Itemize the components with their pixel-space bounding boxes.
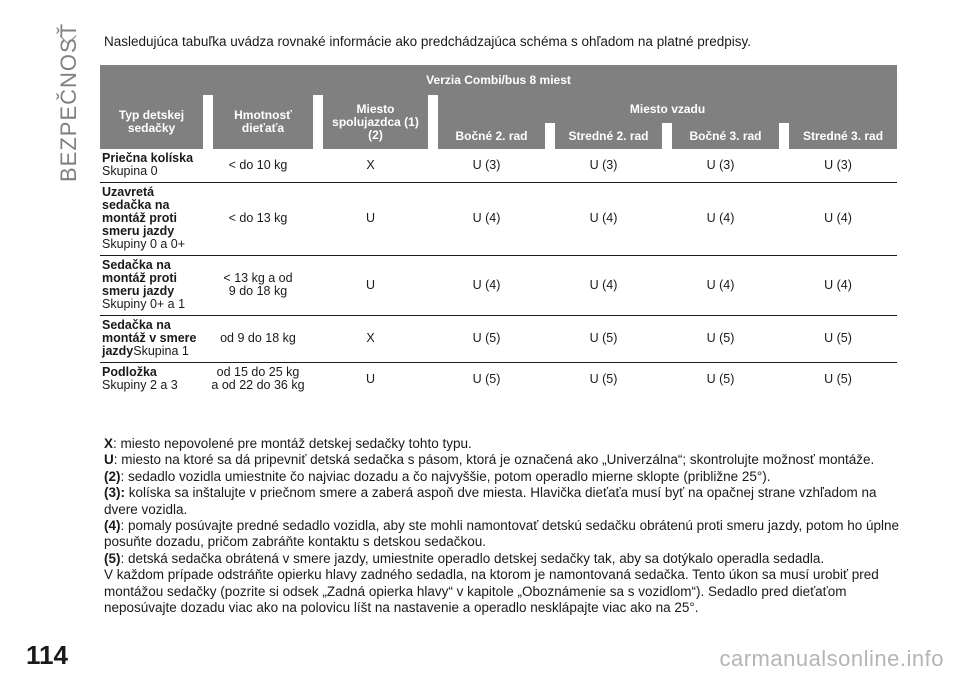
rear-seat-cell: U (5) [472, 371, 501, 386]
weight-cell: < 13 kg a od 9 do 18 kg [203, 256, 313, 316]
rear-seat-cell: U (5) [428, 316, 545, 363]
seat-group: Skupiny 0 a 0+ [102, 237, 186, 251]
header-rear-col: Stredné 3. rad [779, 123, 898, 149]
passenger-seat-cell: U [313, 256, 428, 316]
legend-note: X: miesto nepovolené pre montáž detskej … [104, 436, 904, 452]
table-row: Priečna kolíska Skupina 0 < do 10 kg X U (3)… [100, 149, 898, 183]
intro-text: Nasledujúca tabuľka uvádza rovnaké infor… [104, 34, 752, 49]
header-passenger-seat: Miesto spolujazdca (1) (2) [313, 95, 428, 149]
rear-seat-cell: U (4) [779, 183, 898, 256]
child-seat-table: Verzia Combi/bus 8 miest Typ detskej sed… [100, 65, 898, 396]
table-title: Verzia Combi/bus 8 miest [100, 65, 898, 95]
rear-seat-cell: U (3) [545, 149, 662, 183]
seat-group: Skupiny 0+ a 1 [102, 297, 186, 311]
legend-key: (3): [104, 485, 125, 501]
seat-type-name: Uzavretá sedačka na montáž proti smeru j… [102, 185, 177, 238]
weight-line: < 13 kg a od [223, 271, 293, 285]
weight-line: < do 13 kg [228, 211, 288, 225]
passenger-seat-cell: U [365, 371, 376, 386]
legend-note: V každom prípade odstráňte opierku hlavy… [104, 567, 904, 616]
rear-seat-cell: U (3) [428, 149, 545, 183]
seat-group: Skupina 0 [102, 164, 158, 178]
rear-seat-cell: U (4) [428, 256, 545, 316]
weight-line: 9 do 18 kg [228, 284, 288, 298]
seat-type-name: Sedačka na montáž proti smeru jazdy [102, 258, 177, 298]
legend-note: (3): kolíska sa inštalujte v priečnom sm… [104, 485, 904, 518]
legend-key: U [104, 452, 114, 468]
watermark: carmanualsonline.info [719, 646, 944, 671]
page-number: 114 [26, 640, 68, 670]
passenger-seat-cell: U [313, 183, 428, 256]
header-rear-seats: Miesto vzadu [428, 95, 898, 123]
legend-note: (2): sedadlo vozidla umiestnite čo najvi… [104, 469, 904, 485]
seat-type-cell: Sedačka na montáž proti smeru jazdy Skupi… [100, 256, 203, 316]
weight-line: od 15 do 25 kg [216, 365, 300, 379]
section-label: BEZPEČNOSŤ [56, 22, 81, 182]
table-row: Uzavretá sedačka na montáž proti smeru j… [100, 183, 898, 256]
legend-text: : detská sedačka obrátená v smere jazdy,… [120, 550, 825, 566]
rear-seat-cell: U (5) [589, 371, 618, 386]
weight-cell: od 15 do 25 kg a od 22 do 36 kg [203, 363, 313, 396]
legend-key: (4) [104, 518, 121, 534]
legend-text: V každom prípade odstráňte opierku hlavy… [104, 567, 879, 616]
rear-seat-cell: U (3) [662, 149, 779, 183]
seat-type-cell: Sedačka na montáž v smere jazdySkupina 1 [100, 316, 203, 363]
weight-cell: od 9 do 18 kg [203, 316, 313, 363]
passenger-seat-cell: X [313, 149, 428, 183]
rear-seat-cell: U (5) [824, 371, 852, 386]
header-rear-col: Bočné 3. rad [662, 123, 779, 149]
rear-seat-cell: U (3) [779, 149, 898, 183]
rear-seat-cell: U (4) [545, 256, 662, 316]
table-row: Sedačka na montáž proti smeru jazdy Skupi… [100, 256, 898, 316]
rear-seat-cell: U (4) [779, 256, 898, 316]
header-child-weight: Hmotnosť dieťaťa [203, 95, 313, 149]
table-row: Podložka Skupiny 2 a 3 od 15 do 25 kg a od … [100, 363, 897, 396]
seat-group: Skupiny 2 a 3 [102, 378, 178, 392]
legend-text: : miesto na ktoré sa dá pripevniť detská… [113, 452, 875, 468]
header-rear-col: Bočné 2. rad [428, 123, 545, 149]
table-row: Sedačka na montáž v smere jazdySkupina 1… [100, 316, 898, 363]
passenger-seat-cell: X [313, 316, 428, 363]
legend-note: (5): detská sedačka obrátená v smere jaz… [104, 551, 904, 567]
seat-type-name: Priečna kolíska [102, 151, 194, 165]
rear-seat-cell: U (4) [428, 183, 545, 256]
rear-seat-cell: U (5) [779, 316, 898, 363]
legend-text: : sedadlo vozidla umiestnite čo najviac … [120, 468, 771, 484]
seat-type-cell: Podložka Skupiny 2 a 3 [100, 363, 203, 396]
rear-seat-cell: U (5) [545, 316, 662, 363]
rear-seat-cell: U (4) [662, 256, 779, 316]
seat-type-name: Podložka [102, 365, 157, 379]
rear-seat-cell: U (4) [545, 183, 662, 256]
seat-group: Skupina 1 [133, 344, 189, 358]
weight-line: < do 10 kg [228, 157, 288, 172]
legend-text: kolíska sa inštalujte v priečnom smere a… [104, 485, 877, 517]
legend-notes: X: miesto nepovolené pre montáž detskej … [104, 436, 904, 616]
weight-cell: < do 10 kg [203, 149, 313, 183]
header-seat-type: Typ detskej sedačky [100, 95, 203, 149]
rear-seat-cell: U (5) [706, 371, 735, 386]
legend-note: (4): pomaly posúvajte predné sedadlo voz… [104, 518, 904, 551]
weight-cell: < do 13 kg [203, 183, 313, 256]
weight-line: od 9 do 18 kg [220, 331, 296, 345]
legend-note: U: miesto na ktoré sa dá pripevniť detsk… [104, 452, 904, 468]
weight-line: a od 22 do 36 kg [211, 378, 305, 392]
legend-text: : miesto nepovolené pre montáž detskej s… [113, 436, 472, 451]
header-rear-col: Stredné 2. rad [545, 123, 662, 149]
rear-seat-cell: U (4) [662, 183, 779, 256]
seat-type-cell: Uzavretá sedačka na montáž proti smeru j… [100, 183, 203, 256]
legend-key: X [104, 436, 114, 451]
seat-type-name: Sedačka na montáž v smere jazdy [102, 318, 197, 358]
legend-key: (5) [104, 550, 121, 566]
rear-seat-cell: U (5) [662, 316, 779, 363]
seat-type-cell: Priečna kolíska Skupina 0 [100, 149, 203, 183]
legend-text: : pomaly posúvajte predné sedadlo vozidl… [104, 518, 900, 550]
legend-key: (2) [104, 468, 121, 484]
